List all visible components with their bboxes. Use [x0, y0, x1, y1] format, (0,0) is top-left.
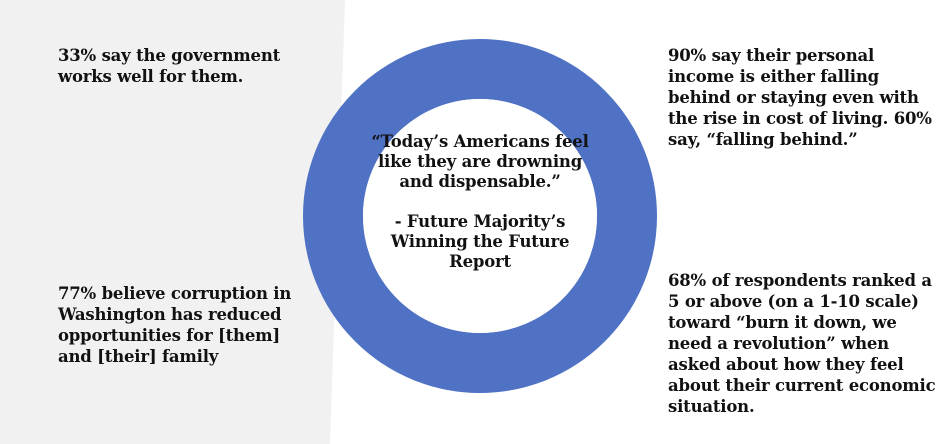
stat-government-works: 33% say the government works well for th…	[58, 46, 281, 86]
quote-attribution: - Future Majority’s Winning the Future R…	[390, 212, 570, 271]
stat-income-falling: 90% say their personal income is either …	[668, 46, 932, 149]
stat-corruption: 77% believe corruption in Washington has…	[58, 284, 292, 366]
donut-ring	[303, 39, 657, 393]
ring-inner	[363, 99, 597, 333]
left-gray-panel	[0, 0, 345, 444]
center-quote: “Today’s Americans feel like they are dr…	[371, 132, 589, 191]
stat-burn-it-down: 68% of respondents ranked a 5 or above (…	[668, 271, 936, 416]
center-quote-block: “Today’s Americans feel like they are dr…	[360, 132, 600, 272]
ring-circle	[303, 39, 657, 393]
